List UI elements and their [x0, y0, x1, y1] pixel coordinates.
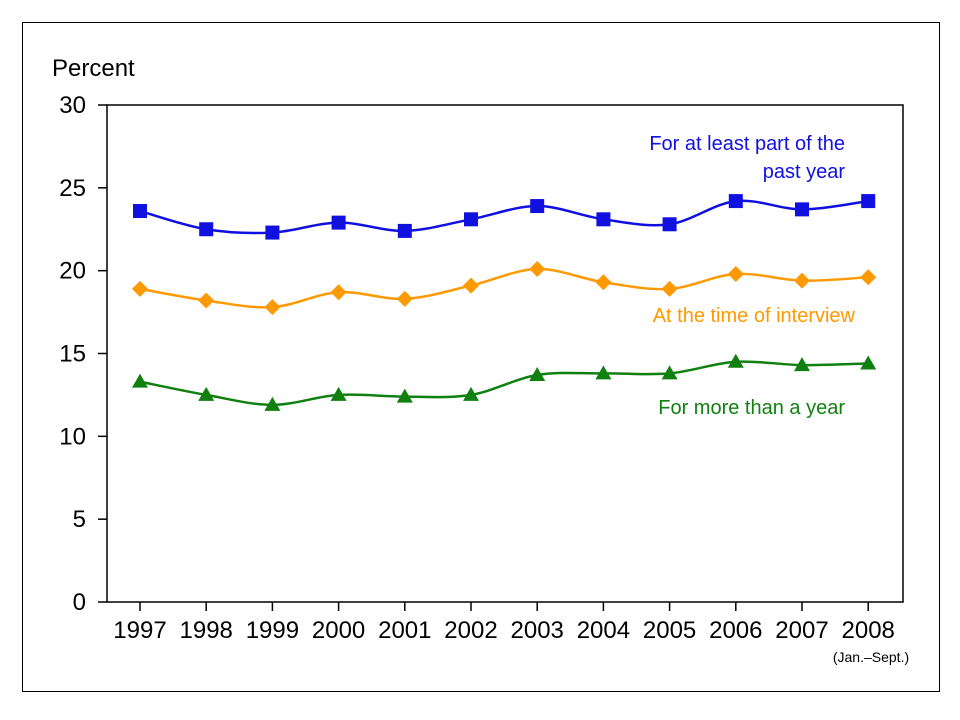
data-point-triangle: [198, 386, 215, 401]
series-label: For at least part of the: [649, 133, 845, 155]
data-point-square: [662, 217, 677, 232]
y-axis-label: Percent: [52, 55, 135, 82]
x-tick-label: 2001: [378, 617, 431, 644]
x-tick-label: 1997: [113, 617, 166, 644]
data-point-triangle: [661, 365, 678, 380]
data-point-diamond: [264, 299, 281, 316]
series-line: [139, 199, 869, 235]
x-tick-label: 2007: [775, 617, 828, 644]
data-point-triangle: [396, 388, 413, 403]
data-point-triangle: [264, 396, 281, 411]
x-tick-label: 1998: [180, 617, 233, 644]
y-tick-label: 25: [59, 175, 86, 202]
series-line: [139, 360, 869, 407]
y-tick-label: 10: [59, 423, 86, 450]
series-label: At the time of interview: [653, 305, 856, 327]
series-label: For more than a year: [658, 397, 845, 419]
x-tick-label: 2002: [444, 617, 497, 644]
data-point-triangle: [132, 373, 148, 388]
x-tick-label: 2000: [312, 617, 365, 644]
data-point-square: [199, 222, 214, 237]
data-point-square: [331, 215, 346, 230]
data-point-diamond: [661, 280, 678, 297]
data-point-diamond: [529, 261, 546, 278]
chart-frame: [22, 22, 940, 692]
y-tick-label: 15: [59, 341, 86, 368]
data-point-diamond: [727, 265, 744, 282]
data-point-square: [795, 202, 809, 217]
data-point-triangle: [727, 353, 744, 368]
x-tick-label: 1999: [246, 617, 299, 644]
data-point-square: [530, 199, 545, 214]
data-point-diamond: [595, 274, 612, 291]
data-point-diamond: [463, 277, 479, 294]
data-point-triangle: [529, 367, 546, 382]
y-tick-label: 5: [73, 506, 86, 533]
data-point-square: [728, 194, 743, 209]
data-point-square: [133, 204, 147, 219]
data-point-square: [464, 212, 478, 227]
data-point-diamond: [330, 284, 347, 301]
data-point-diamond: [794, 272, 810, 289]
x-tick-label: 2006: [709, 617, 762, 644]
series-line: [139, 267, 869, 309]
data-point-diamond: [198, 292, 215, 309]
data-point-square: [861, 194, 876, 209]
data-point-triangle: [794, 357, 810, 372]
x-tick-label: 2005: [643, 617, 696, 644]
x-tick-label: 2003: [511, 617, 564, 644]
data-point-triangle: [860, 355, 877, 370]
y-tick-label: 30: [59, 92, 86, 119]
x-axis-note: (Jan.–Sept.): [833, 649, 909, 665]
data-point-triangle: [330, 386, 347, 401]
x-tick-label: 2008: [842, 617, 895, 644]
series-label: past year: [763, 161, 846, 183]
data-point-triangle: [463, 386, 479, 401]
data-point-square: [265, 225, 280, 240]
data-point-diamond: [132, 280, 148, 297]
y-tick-label: 0: [73, 589, 86, 616]
data-point-diamond: [396, 290, 413, 307]
y-tick-label: 20: [59, 258, 86, 285]
data-point-diamond: [860, 269, 877, 286]
data-point-square: [397, 223, 412, 238]
data-point-triangle: [595, 365, 612, 380]
data-point-square: [596, 212, 611, 227]
x-tick-label: 2004: [577, 617, 630, 644]
